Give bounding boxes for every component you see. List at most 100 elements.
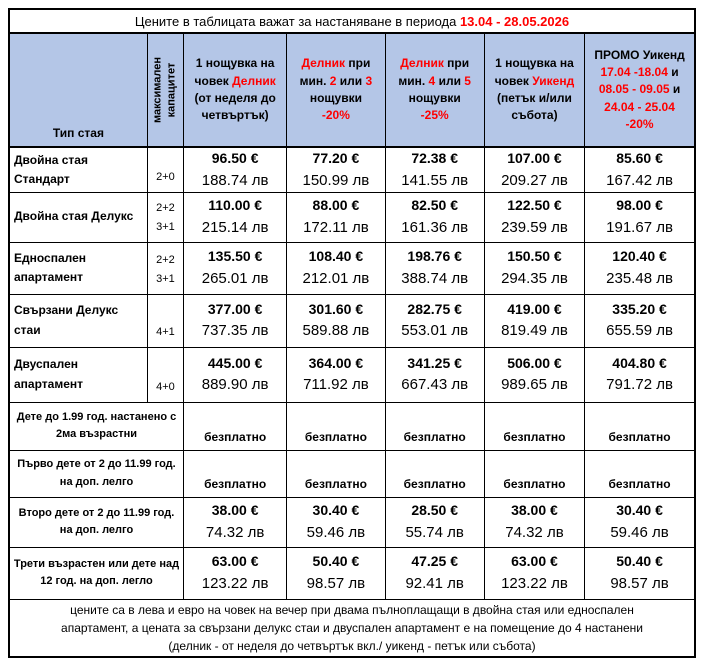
- free-cell: безплатно: [483, 401, 586, 451]
- price-bgn: 141.55 лв: [401, 171, 469, 189]
- room-row: Двойна стая Стандарт 2+0 96.50 € 188.74 лв 77…: [8, 146, 696, 193]
- room-name: Двуспален апартамент: [8, 346, 148, 403]
- room-row: Двойна стая Делукс 2+2 3+1 110.00 € 215.14 л…: [8, 191, 696, 243]
- price-cell: 419.00 € 819.49 лв: [483, 293, 586, 348]
- price-eur: 30.40 €: [312, 502, 360, 519]
- price-cell: 85.60 € 167.42 лв: [584, 146, 696, 193]
- room-capacity: 4+0: [146, 346, 184, 403]
- price-eur: 63.00 €: [211, 553, 259, 570]
- price-bgn: 191.67 лв: [606, 218, 673, 236]
- extra-row: Второ дете от 2 до 11.99 год. на доп. лел…: [8, 496, 696, 548]
- price-bgn: 667.43 лв: [401, 376, 469, 394]
- price-eur: 38.00 €: [511, 502, 558, 519]
- price-bgn: 235.48 лв: [606, 269, 673, 287]
- price-eur: 341.25 €: [407, 354, 462, 371]
- price-eur: 85.60 €: [616, 150, 663, 167]
- title-text: Цените в таблицата важат за настаняване …: [134, 13, 460, 29]
- price-cell: 38.00 € 74.32 лв: [483, 496, 586, 548]
- price-cell: 63.00 € 123.22 лв: [182, 546, 288, 600]
- price-cell: 72.38 € 141.55 лв: [384, 146, 485, 193]
- free-cell: безплатно: [584, 401, 696, 451]
- price-bgn: 98.57 лв: [610, 574, 669, 592]
- room-name: Двойна стая Делукс: [8, 191, 148, 243]
- price-bgn: 74.32 лв: [505, 523, 564, 541]
- price-cell: 98.00 € 191.67 лв: [584, 191, 696, 243]
- price-bgn: 212.01 лв: [302, 269, 370, 287]
- price-cell: 107.00 € 209.27 лв: [483, 146, 586, 193]
- price-cell: 506.00 € 989.65 лв: [483, 346, 586, 403]
- price-bgn: 92.41 лв: [405, 574, 464, 592]
- header-row: Тип стая максимален капацитет 1 нощувка н…: [8, 32, 696, 148]
- price-bgn: 239.59 лв: [501, 218, 568, 236]
- price-cell: 88.00 € 172.11 лв: [286, 191, 386, 243]
- price-bgn: 265.01 лв: [201, 269, 269, 287]
- price-cell: 135.50 € 265.01 лв: [182, 241, 288, 295]
- price-cell: 198.76 € 388.74 лв: [384, 241, 485, 295]
- header-room-type: Тип стая: [8, 32, 148, 148]
- price-cell: 96.50 € 188.74 лв: [182, 146, 288, 193]
- price-bgn: 98.57 лв: [306, 574, 366, 592]
- price-eur: 88.00 €: [312, 197, 360, 214]
- room-name: Свързани Делукс стаи: [8, 293, 148, 348]
- price-bgn: 167.42 лв: [606, 171, 673, 189]
- capacity-vertical-label: максимален капацитет: [151, 56, 178, 124]
- extra-label: Трети възрастен или дете над 12 год. на д…: [8, 546, 184, 600]
- price-eur: 301.60 €: [308, 300, 364, 317]
- price-eur: 77.20 €: [312, 150, 360, 167]
- extra-row: Трети възрастен или дете над 12 год. на д…: [8, 546, 696, 600]
- header-capacity: максимален капацитет: [146, 32, 184, 148]
- price-cell: 364.00 € 711.92 лв: [286, 346, 386, 403]
- room-name: Двойна стая Стандарт: [8, 146, 148, 193]
- free-cell: безплатно: [286, 401, 386, 451]
- free-cell: безплатно: [384, 401, 485, 451]
- price-cell: 341.25 € 667.43 лв: [384, 346, 485, 403]
- price-cell: 50.40 € 98.57 лв: [584, 546, 696, 600]
- header-col-weekday-min-4-5-nights: Делник при мин. 4 или 5 нощувки -25%: [384, 32, 485, 148]
- price-bgn: 161.36 лв: [401, 218, 469, 236]
- price-bgn: 589.88 лв: [302, 322, 370, 340]
- price-eur: 419.00 €: [507, 300, 562, 317]
- price-eur: 47.25 €: [411, 553, 459, 570]
- price-eur: 335.20 €: [612, 300, 667, 317]
- price-cell: 110.00 € 215.14 лв: [182, 191, 288, 243]
- price-eur: 445.00 €: [207, 354, 263, 371]
- price-bgn: 737.35 лв: [201, 322, 269, 340]
- price-bgn: 55.74 лв: [405, 523, 464, 541]
- title-row: Цените в таблицата важат за настаняване …: [8, 8, 696, 34]
- price-eur: 150.50 €: [507, 248, 562, 265]
- price-cell: 445.00 € 889.90 лв: [182, 346, 288, 403]
- price-bgn: 553.01 лв: [401, 322, 469, 340]
- price-eur: 82.50 €: [411, 197, 459, 214]
- price-bgn: 294.35 лв: [501, 269, 568, 287]
- price-bgn: 172.11 лв: [303, 218, 369, 236]
- header-col-weekend-1-night: 1 нощувка на човек Уикенд (петък и/или събо…: [483, 32, 586, 148]
- room-capacity: 2+2 3+1: [146, 241, 184, 295]
- footer-note: цените са в лева и евро на човек на вече…: [8, 598, 696, 657]
- price-cell: 30.40 € 59.46 лв: [286, 496, 386, 548]
- price-bgn: 711.92 лв: [303, 376, 369, 394]
- price-table: Цените в таблицата важат за настаняване …: [8, 8, 696, 658]
- price-bgn: 791.72 лв: [606, 376, 673, 394]
- price-cell: 30.40 € 59.46 лв: [584, 496, 696, 548]
- price-eur: 377.00 €: [207, 300, 263, 317]
- table-title: Цените в таблицата важат за настаняване …: [8, 8, 696, 34]
- price-bgn: 655.59 лв: [606, 322, 673, 340]
- price-cell: 404.80 € 791.72 лв: [584, 346, 696, 403]
- price-eur: 107.00 €: [507, 150, 562, 167]
- extra-label: Дете до 1.99 год. настанено с 2ма възраст…: [8, 401, 184, 451]
- room-capacity: 2+2 3+1: [146, 191, 184, 243]
- title-dates: 13.04 - 28.05.2026: [459, 13, 570, 29]
- room-row: Свързани Делукс стаи 4+1 377.00 €737.35 лв 3…: [8, 293, 696, 348]
- price-eur: 135.50 €: [207, 248, 263, 265]
- price-bgn: 123.22 лв: [201, 574, 269, 592]
- price-cell: 301.60 € 589.88 лв: [286, 293, 386, 348]
- price-eur: 364.00 €: [308, 354, 364, 371]
- price-bgn: 889.90 лв: [201, 376, 269, 394]
- price-cell: 28.50 € 55.74 лв: [384, 496, 485, 548]
- price-cell: 335.20 € 655.59 лв: [584, 293, 696, 348]
- price-eur: 50.40 €: [616, 553, 663, 570]
- price-eur: 28.50 €: [411, 502, 459, 519]
- price-cell: 82.50 € 161.36 лв: [384, 191, 485, 243]
- price-eur: 120.40 €: [612, 248, 667, 265]
